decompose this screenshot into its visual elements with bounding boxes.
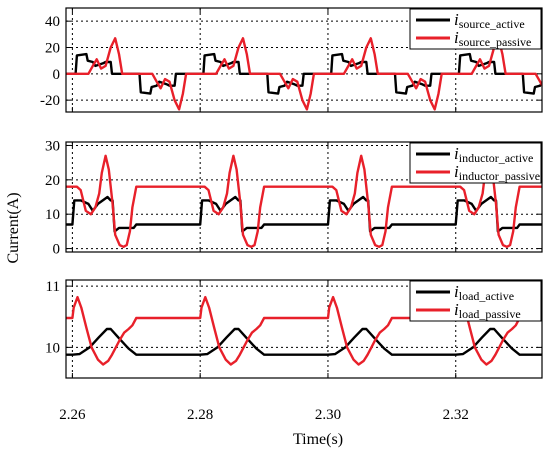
subplots: 2.26 2.28 2.30 2.32 40 20 0 -20 isource_activeis… <box>40 7 543 423</box>
legend-box <box>409 142 542 184</box>
legend-box <box>409 280 542 322</box>
plot-frame <box>65 141 543 253</box>
series-line-load-active <box>66 327 542 356</box>
series-line-load-passive <box>66 295 542 366</box>
plot-frame <box>65 7 543 113</box>
y-axis-title: Current(A) <box>5 192 22 263</box>
series-group <box>66 154 542 248</box>
y-tick-label: 0 <box>53 67 61 83</box>
y-tick-label: 30 <box>45 138 60 154</box>
plot-frame <box>65 279 543 379</box>
y-tick-label: 40 <box>45 14 60 30</box>
y-tick-label: 0 <box>53 242 61 258</box>
x-tick-label: 2.26 <box>59 407 86 423</box>
x-tick-label: 2.30 <box>315 407 341 423</box>
series-group <box>66 37 542 111</box>
x-axis-title: Time(s) <box>293 431 343 448</box>
x-tick-label: 2.32 <box>443 407 469 423</box>
y-tick-label: 20 <box>45 40 60 56</box>
y-tick-label: 20 <box>45 173 60 189</box>
series-group <box>66 295 542 366</box>
y-tick-label: 10 <box>45 207 60 223</box>
series-line-inductor-active <box>66 195 542 233</box>
y-tick-label: -20 <box>40 93 60 109</box>
series-line-source-passive <box>66 37 542 111</box>
series-line-inductor-passive <box>66 154 542 248</box>
y-tick-label: 11 <box>46 279 60 295</box>
y-tick-label: 10 <box>45 340 60 356</box>
x-tick-label: 2.28 <box>187 407 213 423</box>
legend-box <box>409 8 542 50</box>
